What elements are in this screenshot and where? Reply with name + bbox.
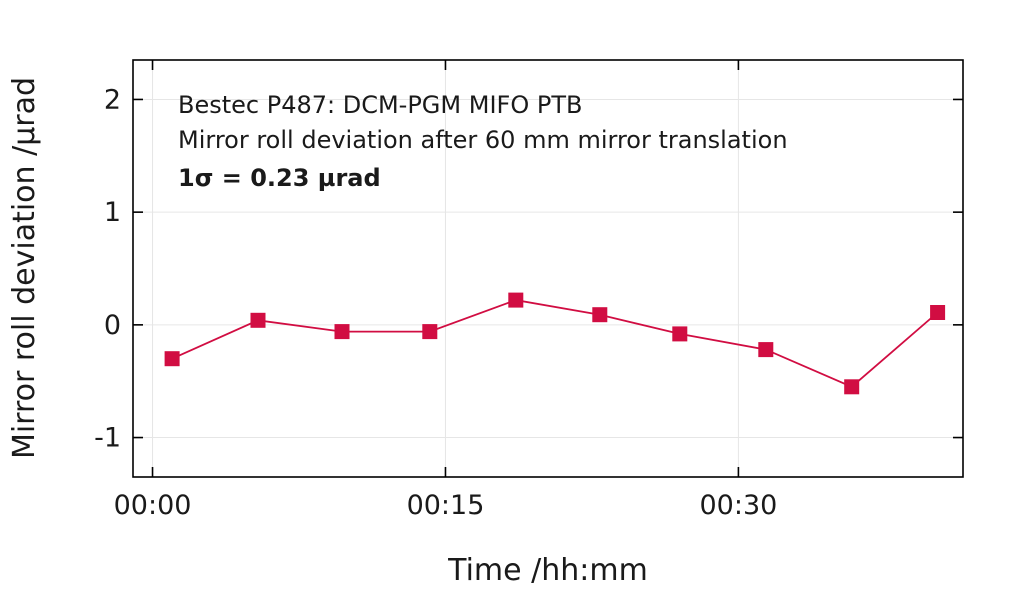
data-point-6: [672, 326, 688, 342]
data-point-9: [930, 305, 946, 320]
x-tick-label-2: 00:30: [700, 490, 778, 521]
x-axis-title: Time /hh:mm: [447, 553, 648, 588]
data-point-5: [592, 307, 608, 323]
annotation-line-2: Mirror roll deviation after 60 mm mirror…: [178, 126, 788, 154]
data-point-8: [844, 379, 860, 395]
y-tick-label-3: 2: [104, 84, 121, 115]
tick-labels: -1 0 1 2 00:00 00:15 00:30: [94, 84, 777, 521]
y-tick-label-1: 0: [104, 310, 121, 341]
x-tick-label-0: 00:00: [114, 490, 192, 521]
series-line-0: [171, 299, 939, 388]
x-tick-label-1: 00:15: [407, 490, 485, 521]
annotation-line-1: Bestec P487: DCM-PGM MIFO PTB: [178, 91, 582, 119]
data-series: [164, 292, 946, 395]
plot-border: [132, 59, 964, 478]
grid-lines: [133, 60, 963, 477]
y-tick-label-0: -1: [94, 423, 121, 454]
axis-ticks: [133, 60, 963, 477]
data-point-4: [508, 292, 524, 308]
plot-frame: [132, 59, 964, 478]
y-tick-label-2: 1: [104, 197, 121, 228]
annotation-sigma: 1σ = 0.23 µrad: [178, 164, 381, 192]
data-point-0: [164, 351, 180, 367]
data-point-3: [422, 324, 438, 340]
data-point-7: [758, 342, 774, 358]
y-axis-title: Mirror roll deviation /µrad: [7, 77, 42, 459]
data-point-2: [334, 324, 350, 340]
data-point-1: [250, 312, 266, 328]
